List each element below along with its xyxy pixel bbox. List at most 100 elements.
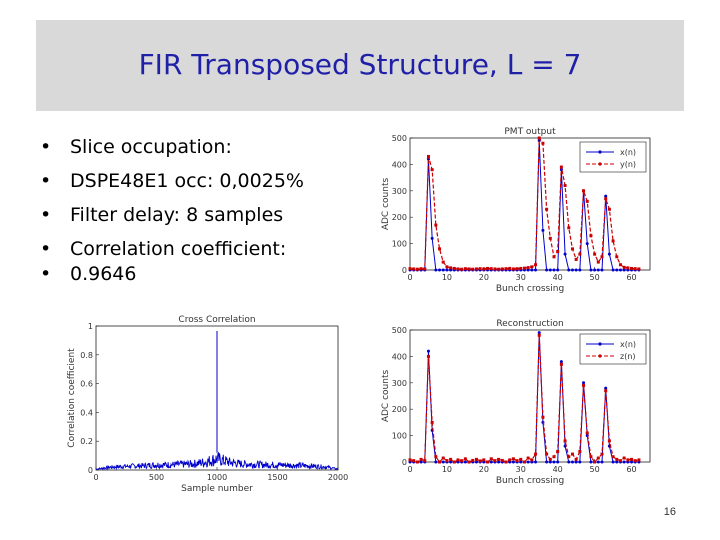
- data-point: [618, 268, 622, 272]
- data-point: [467, 267, 471, 271]
- x-tick-label: 50: [590, 465, 600, 474]
- data-point: [548, 236, 552, 240]
- legend-marker: [598, 162, 602, 166]
- data-point: [430, 420, 434, 424]
- data-point: [415, 267, 419, 271]
- data-point: [593, 268, 597, 272]
- data-point: [600, 255, 604, 259]
- data-point: [534, 460, 538, 464]
- data-point: [430, 236, 434, 240]
- data-point: [559, 360, 563, 364]
- chart-title: PMT output: [504, 127, 556, 137]
- data-point: [574, 457, 578, 461]
- x-tick-label: 1000: [207, 473, 227, 482]
- data-point: [456, 267, 460, 271]
- data-point: [489, 267, 493, 271]
- legend-label: y(n): [620, 160, 636, 169]
- bullet-list: Slice occupation: DSPE48E1 occ: 0,0025% …: [36, 130, 356, 286]
- data-point: [630, 460, 634, 464]
- data-point: [452, 460, 456, 464]
- x-tick-label: 60: [626, 465, 636, 474]
- data-point: [548, 268, 552, 272]
- legend-label: z(n): [620, 352, 636, 361]
- data-point: [622, 456, 626, 460]
- y-tick-label: 0: [402, 266, 407, 275]
- data-point: [526, 456, 530, 460]
- data-point: [504, 460, 508, 464]
- data-point: [611, 455, 615, 459]
- data-point: [449, 266, 453, 270]
- data-point: [574, 268, 578, 272]
- legend-label: x(n): [620, 340, 636, 349]
- x-tick-label: 50: [590, 273, 600, 282]
- data-point: [463, 457, 467, 461]
- bullet-continuation: 0.9646: [36, 262, 356, 286]
- data-point: [519, 460, 523, 464]
- data-point: [419, 457, 423, 461]
- data-point: [441, 268, 445, 272]
- data-point: [622, 460, 626, 464]
- data-point: [593, 460, 597, 464]
- x-axis-label: Bunch crossing: [496, 476, 564, 486]
- page-number: 16: [663, 506, 676, 518]
- legend-marker: [598, 150, 602, 154]
- y-tick-label: 1: [88, 322, 93, 331]
- y-tick-label: 200: [392, 405, 407, 414]
- y-axis-label: ADC counts: [381, 370, 391, 423]
- data-point: [434, 460, 438, 464]
- data-point: [563, 184, 567, 188]
- data-point: [530, 458, 534, 462]
- data-point: [633, 459, 637, 463]
- data-point: [445, 459, 449, 463]
- data-point: [415, 460, 419, 464]
- data-point: [526, 266, 530, 270]
- data-point: [567, 226, 571, 230]
- data-point: [511, 457, 515, 461]
- data-point: [519, 266, 523, 270]
- data-point: [567, 455, 571, 459]
- data-point: [574, 460, 578, 464]
- data-point: [530, 268, 534, 272]
- data-point: [541, 415, 545, 419]
- data-point: [552, 268, 556, 272]
- y-tick-label: 0.4: [80, 408, 93, 417]
- data-point: [474, 460, 478, 464]
- data-point: [449, 460, 453, 464]
- y-axis-label: Correlation coefficient: [67, 348, 77, 448]
- x-tick-label: 20: [479, 465, 489, 474]
- data-point: [556, 268, 560, 272]
- cross-correlation-chart: 0 500 1000 1500 2000 0 0.2 0.4 0.6 0.8 1 Cross Corr…: [67, 315, 348, 494]
- data-point: [545, 452, 549, 456]
- data-point: [445, 265, 449, 269]
- y-tick-label: 0.2: [80, 437, 93, 446]
- bullet-item: Correlation coefficient:: [36, 232, 356, 266]
- data-point: [508, 458, 512, 462]
- data-point: [412, 267, 416, 271]
- data-point: [522, 266, 526, 270]
- x-tick-label: 20: [479, 273, 489, 282]
- x-tick-label: 30: [516, 465, 526, 474]
- data-point: [589, 455, 593, 459]
- data-point: [519, 457, 523, 461]
- data-point: [615, 460, 619, 464]
- data-point: [426, 349, 430, 353]
- data-point: [552, 460, 556, 464]
- data-point: [545, 460, 549, 464]
- data-point: [574, 257, 578, 261]
- data-point: [633, 267, 637, 271]
- data-point: [604, 389, 608, 393]
- data-point: [426, 154, 430, 158]
- y-tick-label: 0: [402, 458, 407, 467]
- x-tick-label: 0: [407, 465, 412, 474]
- data-point: [497, 267, 501, 271]
- data-point: [563, 252, 567, 256]
- x-tick-label: 30: [516, 273, 526, 282]
- data-point: [559, 165, 563, 169]
- data-point: [563, 439, 567, 443]
- data-point: [596, 260, 600, 264]
- data-point: [593, 252, 597, 256]
- y-tick-label: 0: [88, 466, 93, 475]
- data-point: [578, 449, 582, 453]
- data-point: [578, 252, 582, 256]
- data-point: [515, 459, 519, 463]
